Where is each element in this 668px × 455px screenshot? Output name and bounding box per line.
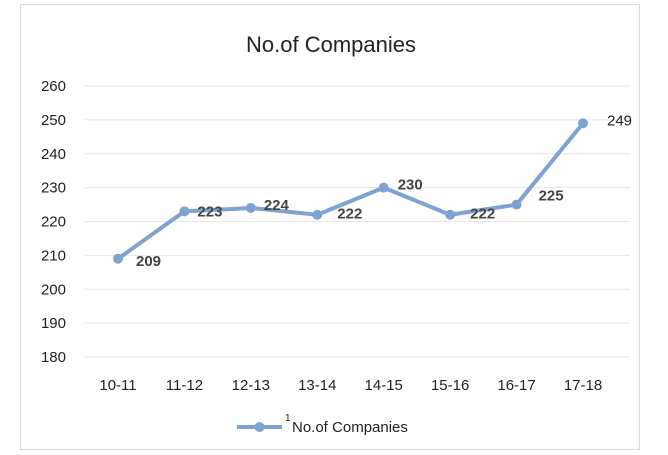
data-labels: 209 223 224 222 230 222 225 249 [136,112,632,270]
data-point [578,118,588,129]
chart-frame [20,4,640,450]
data-label: 224 [264,197,290,214]
data-label: 225 [539,188,564,205]
legend-label: No.of Companies [292,419,408,436]
chart-title: No.of Companies [246,32,416,57]
legend-marker-icon [254,422,265,432]
data-label: 223 [197,203,222,220]
data-point [445,209,456,220]
data-label: 222 [337,206,362,223]
y-axis-ticks: 180 190 200 210 220 230 240 250 260 [41,78,66,366]
data-label: 222 [470,206,495,223]
legend-superscript: 1 [285,413,291,424]
series-polyline [116,121,585,261]
gridlines [85,85,630,358]
data-point [378,182,389,193]
x-axis-ticks: 10-11 11-12 12-13 13-14 14-15 15-16 16-17 17-18 [99,377,602,394]
data-point [113,253,123,264]
x-tick-label: 15-16 [431,377,469,394]
x-tick-label: 11-12 [166,377,203,394]
x-tick-label: 12-13 [232,377,270,394]
y-tick-label: 180 [41,349,66,366]
y-tick-label: 240 [41,146,66,163]
series-points [113,118,588,264]
x-tick-label: 10-11 [99,377,136,394]
y-tick-label: 200 [41,281,66,298]
y-tick-label: 260 [41,78,66,95]
y-tick-label: 250 [41,112,66,129]
data-point [511,199,522,210]
data-label: 230 [398,177,423,194]
x-tick-label: 14-15 [365,377,403,394]
data-label: 249 [607,112,632,129]
y-tick-label: 190 [41,315,66,332]
x-tick-label: 13-14 [298,377,336,394]
data-point [312,209,323,220]
y-tick-label: 220 [41,214,66,231]
x-tick-label: 17-18 [564,377,602,394]
y-tick-label: 230 [41,180,66,197]
series-line [116,121,585,261]
data-point [245,202,256,213]
legend: 1 No.of Companies [237,413,408,436]
data-label: 209 [136,253,161,270]
x-tick-label: 16-17 [497,377,535,394]
data-point [179,206,190,217]
y-tick-label: 210 [41,247,66,264]
